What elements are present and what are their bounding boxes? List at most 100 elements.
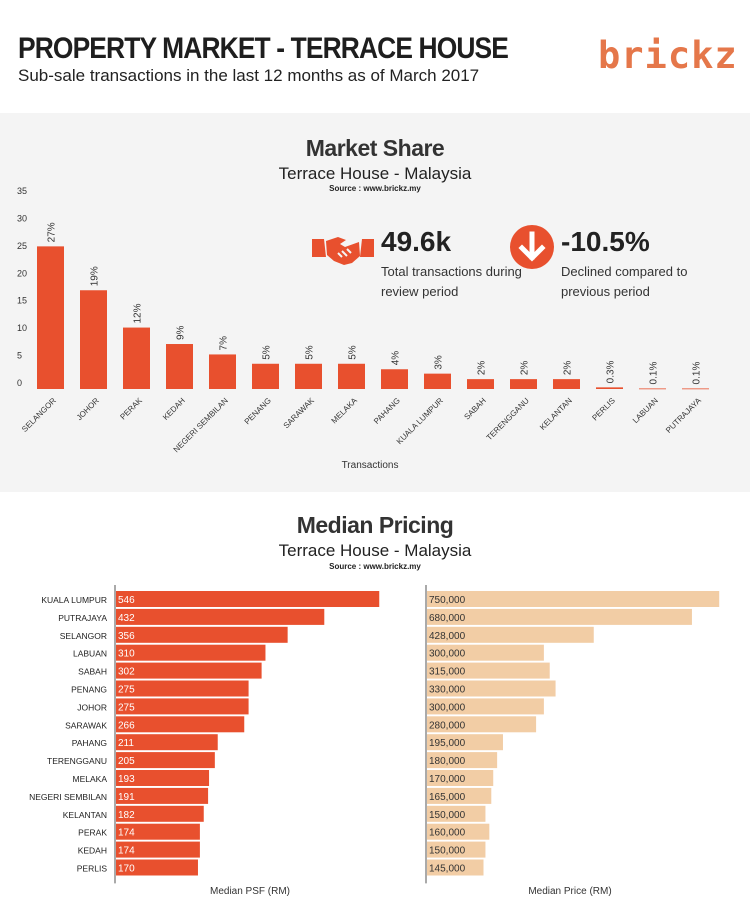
psf-category-label-1: PUTRAJAYA [58,613,107,623]
price-value-label-14: 150,000 [429,846,466,857]
share-bar-9 [424,373,451,389]
share-bar-12 [553,379,580,389]
price-value-label-4: 315,000 [429,667,466,678]
psf-category-label-14: KEDAH [78,846,107,856]
share-category-label-13: PERLIS [590,396,616,422]
y-tick-label-3: 15 [17,296,27,306]
psf-category-label-0: KUALA LUMPUR [41,595,107,605]
psf-category-label-2: SELANGOR [60,631,107,641]
price-value-label-13: 160,000 [429,828,466,839]
share-category-label-1: JOHOR [75,396,101,422]
price-value-label-15: 145,000 [429,864,466,875]
psf-category-label-8: PAHANG [72,738,107,748]
share-bar-10 [467,379,494,389]
market-share-chart: 0 5 10 15 20 25 30 35 27% SELANGOR 19% JOHOR 12% PERA… [17,186,709,454]
decline-desc: Declined compared to previous period [561,264,688,299]
y-tick-label-6: 30 [17,213,27,223]
psf-value-label-6: 275 [118,702,135,713]
psf-value-label-11: 191 [118,792,135,803]
share-category-label-5: PENANG [243,396,273,426]
price-bar-5 [427,680,556,697]
median-pricing-subtitle: Terrace House - Malaysia [278,541,472,560]
psf-value-label-5: 275 [118,685,135,696]
psf-value-label-8: 211 [118,738,134,749]
share-data-label-12: 2% [563,361,574,376]
share-category-label-3: KEDAH [161,396,187,422]
price-value-label-1: 680,000 [429,613,466,624]
share-bar-5 [252,363,279,389]
share-bar-6 [295,363,322,389]
price-bar-7 [427,716,537,733]
psf-category-label-11: NEGERI SEMBILAN [29,792,107,802]
psf-value-label-2: 356 [118,631,135,642]
share-data-label-7: 5% [348,345,359,360]
share-bar-1 [80,290,107,389]
psf-bar-0 [116,591,380,607]
share-category-label-12: KELANTAN [538,396,574,432]
share-category-label-10: SABAH [462,396,488,422]
price-bar-12 [427,805,486,822]
share-bar-15 [682,388,709,390]
total-transactions-value: 49.6k [381,226,452,257]
price-bar-0 [427,591,720,607]
psf-value-label-13: 174 [118,828,135,839]
median-pricing-source: Source : www.brickz.my [329,562,421,571]
share-data-label-13: 0.3% [606,360,617,383]
psf-value-label-12: 182 [118,810,135,821]
price-bar-1 [427,608,692,625]
share-category-label-0: SELANGOR [20,396,58,434]
psf-category-label-13: PERAK [78,828,107,838]
psf-value-label-14: 174 [118,846,135,857]
price-bar-11 [427,787,492,804]
y-tick-label-4: 20 [17,268,27,278]
y-tick-label-1: 5 [17,351,22,361]
psf-value-label-4: 302 [118,667,135,678]
psf-category-label-3: LABUAN [73,649,107,659]
psf-bar-5 [116,680,249,697]
share-data-label-14: 0.1% [649,362,660,385]
share-bar-2 [123,327,150,389]
share-data-label-5: 5% [262,345,273,360]
psf-category-label-6: JOHOR [77,702,107,712]
psf-bar-1 [116,608,325,625]
psf-category-label-10: MELAKA [73,774,108,784]
median-pricing-chart: KUALA LUMPUR 546 PUTRAJAYA 432 SELANGOR 356 LA… [29,585,720,884]
price-value-label-5: 330,000 [429,685,466,696]
psf-category-label-15: PERLIS [77,864,108,874]
share-data-label-11: 2% [520,361,531,376]
psf-value-label-7: 266 [118,720,135,731]
share-category-label-15: PUTRAJAYA [664,396,703,435]
decline-value: -10.5% [561,226,650,257]
share-bar-11 [510,379,537,389]
share-data-label-15: 0.1% [692,362,703,385]
share-category-label-14: LABUAN [631,396,660,425]
psf-bar-2 [116,626,288,643]
price-value-label-10: 170,000 [429,774,466,785]
share-data-label-3: 9% [176,325,187,340]
share-data-label-2: 12% [133,303,144,323]
psf-bar-9 [116,752,215,769]
psf-xlabel: Median PSF (RM) [209,886,290,897]
psf-value-label-10: 193 [118,774,135,785]
share-bar-7 [338,363,365,389]
psf-category-label-5: PENANG [71,685,107,695]
total-transactions-desc: Total transactions during review period [381,264,522,299]
psf-bar-14 [116,841,200,858]
price-value-label-12: 150,000 [429,810,466,821]
psf-bar-6 [116,698,249,715]
share-bar-4 [209,354,236,389]
market-share-subtitle: Terrace House - Malaysia [278,164,472,183]
psf-value-label-15: 170 [118,864,135,875]
price-value-label-2: 428,000 [429,631,466,642]
share-data-label-0: 27% [47,222,58,242]
price-bar-4 [427,662,550,679]
psf-category-label-9: TERENGGANU [47,756,107,766]
median-pricing-title: Median Pricing [296,512,454,538]
share-data-label-10: 2% [477,361,488,376]
psf-bar-10 [116,770,210,786]
psf-value-label-3: 310 [118,649,135,660]
psf-bar-3 [116,644,266,661]
share-category-label-6: SARAWAK [282,396,317,431]
price-bar-3 [427,644,544,661]
psf-bar-7 [116,716,245,733]
